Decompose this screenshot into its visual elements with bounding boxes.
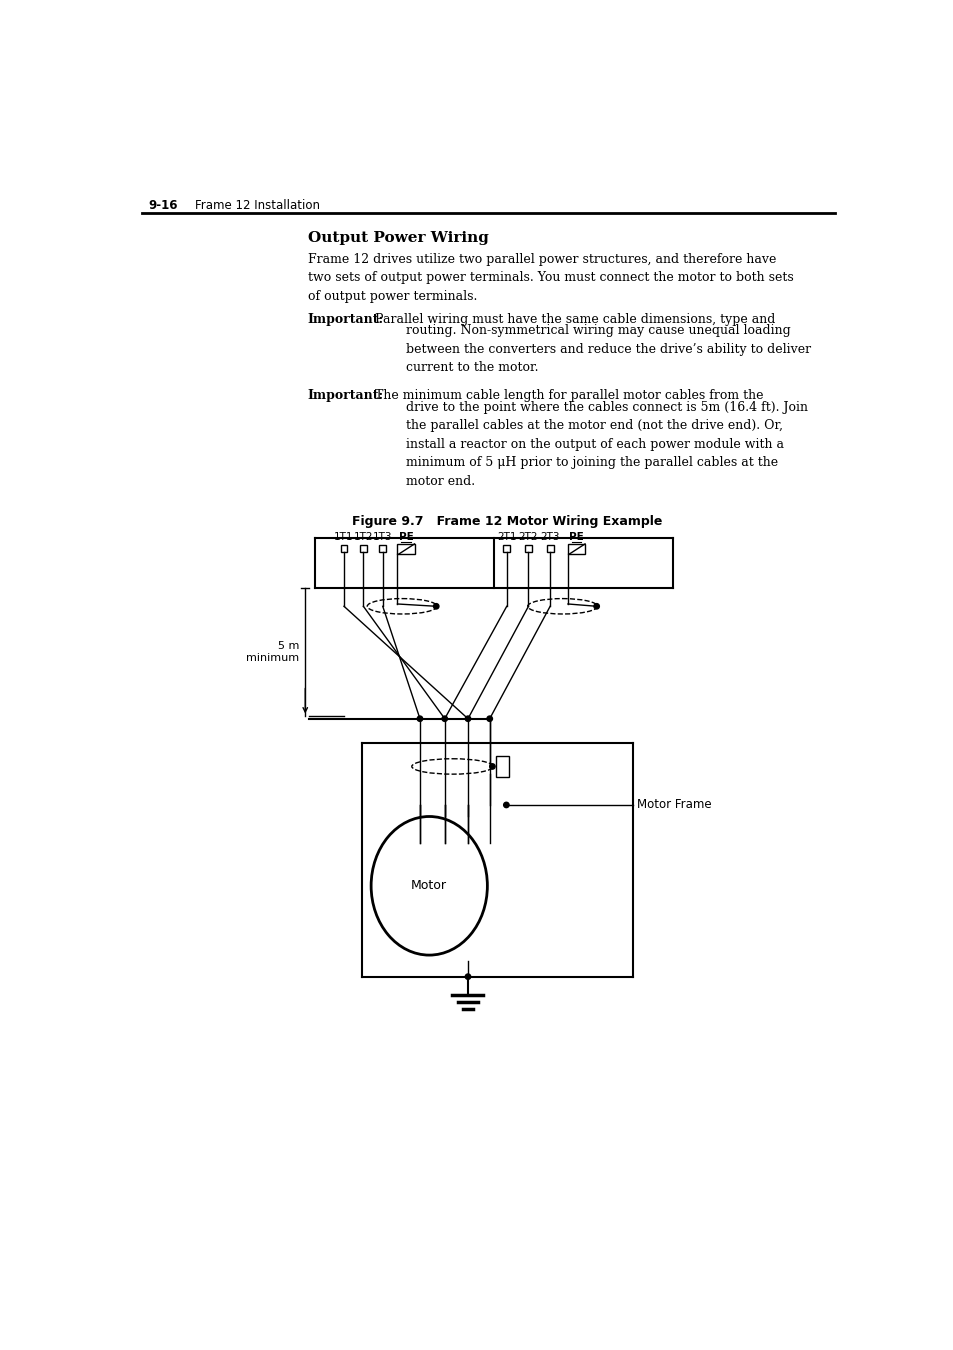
Text: 2T3: 2T3 (539, 532, 559, 543)
Text: 9-16: 9-16 (149, 198, 178, 212)
Text: Important:: Important: (307, 389, 383, 402)
Text: Output Power Wiring: Output Power Wiring (307, 231, 488, 246)
Bar (524, 545, 532, 552)
Circle shape (486, 716, 492, 721)
Bar (379, 545, 386, 552)
Bar (503, 545, 510, 552)
Text: 1T3: 1T3 (373, 532, 392, 543)
Circle shape (433, 603, 438, 609)
Text: Important:: Important: (307, 313, 383, 325)
Text: 1T2: 1T2 (354, 532, 373, 543)
Bar (359, 545, 367, 552)
Bar (567, 544, 584, 554)
Circle shape (465, 716, 470, 721)
Text: Motor: Motor (411, 879, 447, 892)
Bar (495, 756, 509, 778)
Circle shape (594, 603, 598, 609)
Bar (340, 545, 347, 552)
Text: 5 m
minimum: 5 m minimum (246, 641, 298, 663)
Ellipse shape (412, 759, 493, 774)
Text: PE: PE (398, 532, 413, 543)
Text: PE: PE (569, 532, 583, 543)
Circle shape (465, 973, 470, 979)
Text: Parallel wiring must have the same cable dimensions, type and: Parallel wiring must have the same cable… (375, 313, 775, 325)
Text: The minimum cable length for parallel motor cables from the: The minimum cable length for parallel mo… (375, 389, 762, 402)
Circle shape (503, 802, 509, 807)
Circle shape (441, 716, 447, 721)
Ellipse shape (371, 817, 487, 954)
Text: 2T2: 2T2 (518, 532, 537, 543)
Circle shape (489, 764, 495, 769)
Bar (397, 544, 415, 554)
Text: Frame 12 drives utilize two parallel power structures, and therefore have
two se: Frame 12 drives utilize two parallel pow… (307, 252, 793, 302)
Bar (546, 545, 553, 552)
Text: routing. Non-symmetrical wiring may cause unequal loading
between the converters: routing. Non-symmetrical wiring may caus… (406, 324, 810, 374)
Text: 1T1: 1T1 (334, 532, 354, 543)
Text: Figure 9.7   Frame 12 Motor Wiring Example: Figure 9.7 Frame 12 Motor Wiring Example (352, 514, 661, 528)
Text: drive to the point where the cables connect is 5m (16.4 ft). Join
the parallel c: drive to the point where the cables conn… (406, 401, 807, 487)
Text: 2T1: 2T1 (497, 532, 516, 543)
Text: Motor Frame: Motor Frame (637, 798, 711, 811)
Text: Frame 12 Installation: Frame 12 Installation (195, 198, 320, 212)
Circle shape (416, 716, 422, 721)
